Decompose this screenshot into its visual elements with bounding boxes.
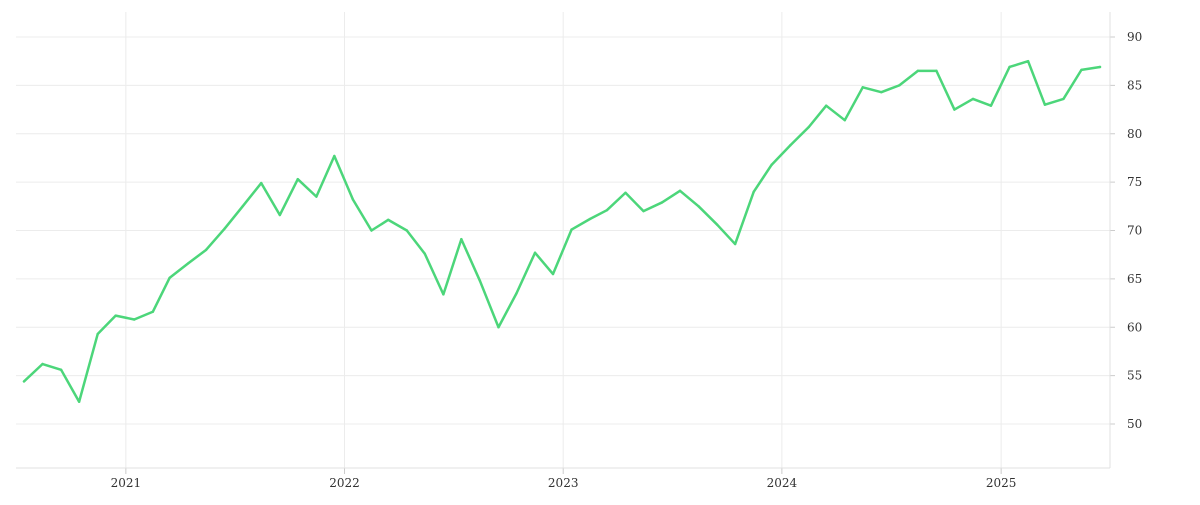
data-point xyxy=(223,227,226,230)
data-point xyxy=(624,191,627,194)
data-point xyxy=(752,190,755,193)
data-point xyxy=(660,201,664,204)
data-point xyxy=(515,292,518,295)
data-point xyxy=(41,362,44,366)
data-point xyxy=(478,279,482,283)
data-point xyxy=(405,229,409,232)
data-point xyxy=(825,104,828,107)
data-point xyxy=(241,205,244,208)
data-point xyxy=(551,272,555,276)
y-tick-label: 60 xyxy=(1127,320,1142,334)
data-point xyxy=(22,380,26,383)
data-point xyxy=(678,189,682,193)
y-tick-label: 50 xyxy=(1127,417,1142,431)
x-tick-label: 2021 xyxy=(111,476,142,490)
data-point xyxy=(697,205,700,208)
data-point xyxy=(497,326,500,329)
data-point xyxy=(96,332,99,336)
grid xyxy=(16,12,1110,468)
y-tick-label: 65 xyxy=(1127,272,1142,286)
data-point xyxy=(151,310,155,313)
data-point xyxy=(1026,59,1030,63)
data-point xyxy=(204,248,208,252)
data-point xyxy=(387,218,390,222)
data-point xyxy=(588,217,592,221)
data-point xyxy=(296,178,299,181)
axes xyxy=(16,12,1115,474)
data-point xyxy=(1062,97,1065,101)
data-point xyxy=(789,144,792,147)
tick-labels: 50 55 60 65 70 75 80 85 90 2021 2022 2023 2024 2025 xyxy=(111,30,1143,490)
y-tick-label: 75 xyxy=(1127,175,1142,189)
data-point xyxy=(971,97,975,101)
data-point xyxy=(333,154,336,158)
data-point xyxy=(642,209,645,213)
data-point xyxy=(715,223,719,226)
data-point xyxy=(953,108,956,111)
data-point xyxy=(1080,68,1083,72)
data-point xyxy=(843,119,846,122)
data-point xyxy=(186,262,190,265)
data-point xyxy=(1043,103,1047,106)
x-tick-label: 2023 xyxy=(548,476,579,490)
data-point xyxy=(59,368,63,372)
data-point xyxy=(351,198,355,201)
data-point xyxy=(77,400,81,403)
data-point xyxy=(533,251,537,254)
data-point xyxy=(423,252,426,255)
y-tick-label: 55 xyxy=(1127,369,1142,383)
y-tick-label: 80 xyxy=(1127,127,1142,141)
y-tick-label: 90 xyxy=(1127,30,1142,44)
x-tick-label: 2024 xyxy=(767,476,798,490)
data-point xyxy=(442,293,445,296)
data-point xyxy=(1098,65,1102,69)
y-tick-label: 85 xyxy=(1127,78,1142,92)
data-point xyxy=(278,213,282,217)
data-point xyxy=(114,314,117,317)
data-point xyxy=(733,242,737,246)
data-point xyxy=(133,318,136,321)
data-point xyxy=(935,69,938,73)
data-point xyxy=(460,238,463,241)
data-point xyxy=(916,69,920,73)
data-point xyxy=(807,125,811,129)
data-point xyxy=(880,90,883,94)
data-point xyxy=(315,195,318,198)
series-line xyxy=(22,59,1102,403)
data-point xyxy=(898,84,901,87)
data-point xyxy=(989,104,993,107)
series xyxy=(22,59,1102,403)
data-point xyxy=(570,228,573,231)
data-point xyxy=(605,208,609,212)
data-point xyxy=(1008,65,1011,69)
data-point xyxy=(370,229,373,232)
data-point xyxy=(770,163,773,166)
x-tick-label: 2022 xyxy=(329,476,360,490)
x-tick-label: 2025 xyxy=(986,476,1017,490)
y-tick-label: 70 xyxy=(1127,224,1142,238)
data-point xyxy=(260,181,263,185)
data-point xyxy=(861,86,864,89)
data-point xyxy=(168,276,171,280)
